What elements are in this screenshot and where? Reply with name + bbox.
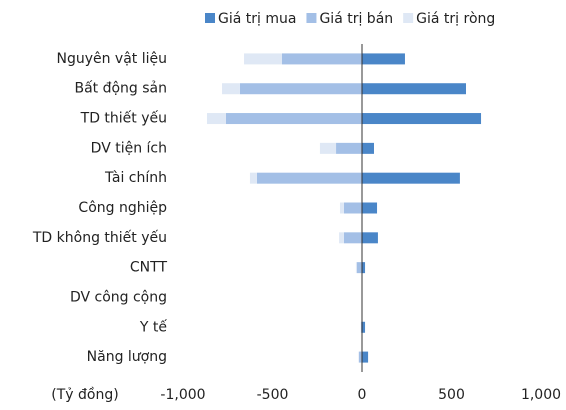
bar [343,202,362,214]
y-tick-label: DV công cộng [70,289,167,305]
x-tick-label: 500 [438,387,465,403]
y-tick-label: Công nghiệp [78,200,167,216]
legend-label: Giá trị mua [218,11,296,27]
bar [356,262,362,274]
bar [319,142,337,154]
bar [362,172,460,184]
bar [281,53,362,65]
bar [249,172,257,184]
bar [339,202,344,214]
bar [362,83,466,95]
bar [358,351,359,363]
x-tick-label: -1,000 [160,387,205,403]
bar [362,262,366,274]
bar [362,202,378,214]
y-tick-label: Năng lượng [87,349,167,365]
bar [362,321,366,333]
y-tick-label: CNTT [130,260,168,276]
y-tick-label: Tài chính [104,170,167,186]
bar [206,113,226,125]
legend-swatch [205,13,215,23]
bar [239,83,362,95]
x-tick-label: 0 [358,387,367,403]
bar [362,351,369,363]
legend-label: Giá trị bán [319,11,393,27]
legend-swatch [306,13,317,23]
bar [362,53,405,65]
y-tick-label: Nguyên vật liệu [56,51,167,67]
bar [355,262,357,274]
x-tick-label: -500 [257,387,289,403]
y-tick-label: Bất động sản [74,81,167,97]
bar [362,232,378,244]
bar [362,113,482,125]
bar [360,321,362,333]
bar [339,232,344,244]
y-tick-label: TD thiết yếu [80,110,167,127]
bar [225,113,362,125]
bar [358,351,362,363]
y-tick-label: DV tiện ích [91,140,167,156]
bar [343,232,362,244]
y-tick-label: Y tế [139,318,167,335]
bar [244,53,282,65]
bar [222,83,240,95]
bar [362,142,374,154]
legend-swatch [403,13,414,23]
bar [336,142,362,154]
legend-label: Giá trị ròng [416,11,495,27]
bar [256,172,362,184]
x-tick-label: 1,000 [521,387,561,403]
y-tick-label: TD không thiết yếu [32,229,167,246]
x-axis-label: (Tỷ đồng) [51,386,118,403]
